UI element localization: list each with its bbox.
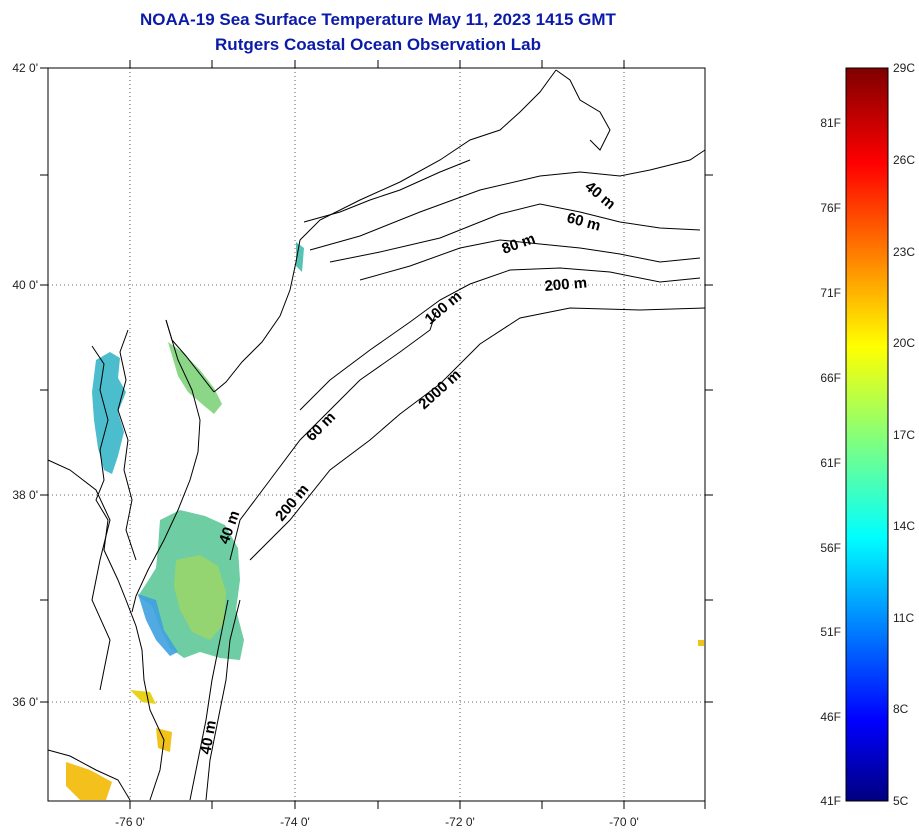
- colorbar-fahrenheit-label: 61F: [820, 456, 841, 470]
- sst-patch-chesapeake-north: [92, 352, 126, 474]
- isobath-slope-south-2: [189, 599, 229, 801]
- coast-chesapeake-west: [91, 345, 127, 601]
- colorbar-celsius-label: 14C: [893, 519, 915, 533]
- sst-patch-blue-edge: [138, 594, 178, 656]
- isobath-40m: [309, 149, 706, 251]
- coast-virginia: [125, 599, 165, 801]
- lon-label: -70 0': [609, 815, 639, 829]
- sst-patch-pamlico-1: [130, 690, 156, 704]
- graticule: [48, 68, 705, 801]
- isobath-80m: [359, 239, 701, 281]
- colorbar-celsius-labels: 29C 26C 23C 20C 17C 14C 11C 8C 5C: [893, 61, 915, 808]
- colorbar-fahrenheit-label: 46F: [820, 710, 841, 724]
- isobath-100m-200m: [299, 267, 701, 411]
- colorbar-celsius-label: 5C: [893, 794, 909, 808]
- coastlines: [47, 69, 611, 801]
- colorbar-celsius-label: 26C: [893, 153, 915, 167]
- map-title: NOAA-19 Sea Surface Temperature May 11, …: [140, 10, 616, 29]
- map-ticks: [40, 60, 713, 809]
- colorbar-celsius-label: 20C: [893, 336, 915, 350]
- coast-chesapeake-east: [117, 329, 137, 561]
- colorbar-fahrenheit-label: 71F: [820, 286, 841, 300]
- colorbar-celsius-label: 11C: [893, 611, 914, 625]
- coast-new-england: [299, 69, 557, 241]
- isobath-label: 40 m: [197, 719, 220, 756]
- colorbar-celsius-label: 29C: [893, 61, 915, 75]
- colorbar-fahrenheit-label: 56F: [820, 541, 841, 555]
- lon-label: -74 0': [280, 815, 310, 829]
- coast-cape-cod: [555, 69, 611, 151]
- isobath-60m: [329, 203, 701, 263]
- lon-label: -72 0': [445, 815, 475, 829]
- colorbar-fahrenheit-labels: 81F 76F 71F 66F 61F 56F 51F 46F 41F: [820, 116, 841, 808]
- lat-label: 40 0': [12, 278, 38, 292]
- lat-label: 42 0': [12, 61, 38, 75]
- sst-patch-offshore-core: [174, 555, 226, 640]
- isobath-label: 200 m: [544, 274, 588, 295]
- lat-label-group: 42 0' 40 0' 38 0' 36 0': [12, 61, 38, 709]
- coast-nc-sounds: [47, 749, 131, 801]
- isobath-shelf-edge: [229, 311, 437, 561]
- isobath-slope-south: [205, 599, 241, 801]
- coast-delmarva: [131, 319, 201, 613]
- colorbar-fahrenheit-label: 81F: [820, 116, 841, 130]
- colorbar-fahrenheit-label: 51F: [820, 625, 841, 639]
- coast-nj: [213, 239, 301, 393]
- colorbar-fahrenheit-label: 41F: [820, 794, 841, 808]
- colorbar: [845, 67, 889, 802]
- colorbar-fahrenheit-label: 66F: [820, 371, 841, 385]
- coast-long-island: [303, 159, 471, 223]
- colorbar-celsius-label: 17C: [893, 428, 915, 442]
- lat-label: 36 0': [12, 695, 38, 709]
- isobaths: [189, 149, 706, 801]
- colorbar-celsius-label: 8C: [893, 702, 909, 716]
- isobath-2000m: [249, 307, 706, 561]
- coast-inland-1: [47, 459, 111, 691]
- sst-patch-far-east: [698, 640, 704, 646]
- lon-label-group: -76 0' -74 0' -72 0' -70 0': [115, 815, 639, 829]
- colorbar-fahrenheit-label: 76F: [820, 201, 841, 215]
- lon-label: -76 0': [115, 815, 145, 829]
- colorbar-celsius-label: 23C: [893, 245, 915, 259]
- sst-patch-delmarva: [168, 342, 222, 414]
- lat-label: 38 0': [12, 488, 38, 502]
- map-subtitle: Rutgers Coastal Ocean Observation Lab: [215, 35, 541, 54]
- sst-patch-pamlico-3: [66, 762, 112, 800]
